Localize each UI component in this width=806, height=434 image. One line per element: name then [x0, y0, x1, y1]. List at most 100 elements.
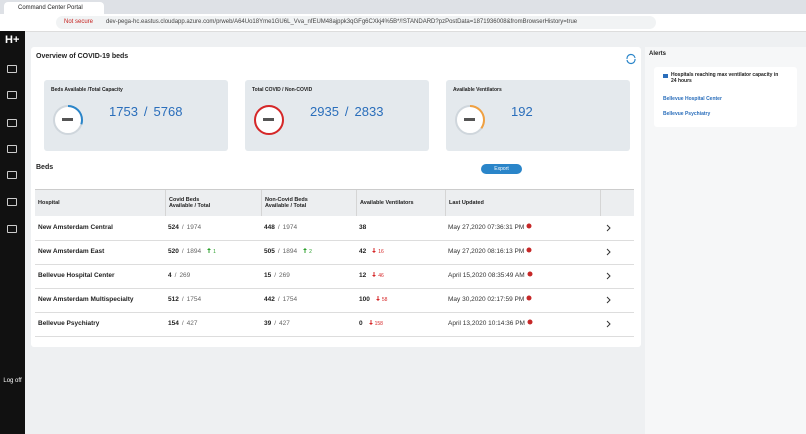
change: 16 [372, 248, 384, 255]
nav-icon[interactable] [7, 171, 17, 179]
hospital-name: New Amsterdam East [38, 248, 105, 255]
alert-icon [663, 74, 668, 78]
card-label: Available Ventilators [453, 87, 502, 93]
nav-icon[interactable] [7, 225, 17, 233]
card-label: Beds Available /Total Capacity [51, 87, 123, 93]
nav-icon[interactable] [7, 91, 17, 99]
card-value: 192 [508, 104, 536, 119]
available: 442 [264, 296, 275, 303]
separator: / [277, 248, 280, 255]
bed-count: 15/269 [264, 264, 290, 288]
nav-icon[interactable] [7, 198, 17, 206]
tab-bar: Command Center Portal [0, 0, 806, 14]
table-row[interactable]: New Amsterdam Central 524/1974 448/1974 38 M… [35, 216, 634, 241]
nav-icon[interactable] [7, 65, 17, 73]
arrow [303, 248, 308, 253]
export-button[interactable]: Export [481, 164, 522, 174]
card-value: 1753 / 5768 [106, 104, 185, 119]
available: 520 [168, 248, 179, 255]
row-chevron[interactable] [606, 320, 612, 328]
stat-number: 5768 [153, 104, 183, 119]
nav-icon[interactable] [7, 119, 17, 127]
change-arrow [372, 248, 377, 253]
ventilator-count: 0 [359, 320, 363, 327]
separator: / [274, 320, 277, 327]
bed-icon [62, 118, 73, 121]
bed-count: 524/1974 [168, 216, 201, 240]
panel-title: Alerts [649, 51, 667, 57]
available: 4 [168, 272, 172, 279]
date: May 27,2020 07:36:31 PM [448, 224, 525, 231]
stat-card: Beds Available /Total Capacity 1753 / 5768 [44, 80, 228, 151]
header-line: Non-Covid Beds [265, 197, 308, 203]
card-value: 2935 / 2833 [307, 104, 386, 119]
total: 427 [186, 320, 198, 327]
date: April 13,2020 10:14:36 PM [448, 320, 525, 327]
logo[interactable]: H+ [5, 34, 20, 46]
last-updated: May 30,2020 02:17:59 PM [448, 288, 532, 312]
total: 1754 [186, 296, 202, 303]
refresh-icon[interactable] [625, 53, 637, 65]
table-row[interactable]: New Amsterdam East 520/1894 1 505/1894 2 42 16… [35, 240, 634, 265]
status-dot [527, 271, 533, 277]
column-header: Non-Covid Beds Available / Total [261, 190, 356, 216]
date: May 30,2020 02:17:59 PM [448, 296, 525, 303]
row-chevron[interactable] [606, 272, 612, 280]
ventilator-count: 100 [359, 296, 370, 303]
status-dot [526, 247, 532, 253]
bed-count: 505/1894 2 [264, 240, 312, 264]
alert-link[interactable]: Bellevue Hospital Center [663, 96, 722, 102]
separator: / [277, 296, 280, 303]
change-value: 46 [378, 273, 384, 279]
omnibox[interactable]: Not secure dev-pega-hc.eastus.cloudapp.a… [56, 16, 656, 29]
row-chevron[interactable] [606, 296, 612, 304]
stat-number: 1753 [109, 104, 138, 119]
separator: / [174, 272, 177, 279]
ventilator-count: 38 [359, 224, 367, 231]
table-row[interactable]: Bellevue Psychiatry 154/427 39/427 0 158 Apri… [35, 312, 634, 337]
row-chevron[interactable] [606, 224, 612, 232]
row-chevron[interactable] [606, 248, 612, 256]
bed-count: 154/427 [168, 312, 198, 336]
ring-icon [53, 105, 83, 135]
change-arrow [207, 248, 212, 253]
change-arrow [303, 248, 308, 253]
arrow [207, 248, 212, 253]
available: 505 [264, 248, 275, 255]
available: 448 [264, 224, 275, 231]
separator: / [344, 104, 349, 119]
date: April 15,2020 08:35:49 AM [448, 272, 525, 279]
table-row[interactable]: Bellevue Hospital Center 4/269 15/269 12 46 A… [35, 264, 634, 289]
bed-icon [263, 118, 274, 121]
section-title: Beds [36, 164, 54, 171]
logout[interactable]: Log off [3, 378, 22, 384]
separator: / [274, 272, 277, 279]
change-arrow [368, 320, 373, 325]
browser-tab[interactable]: Command Center Portal [4, 2, 104, 14]
alert-text: Hospitals reaching max ventilator capaci… [671, 72, 779, 84]
last-updated: April 15,2020 08:35:49 AM [448, 264, 533, 288]
total: 269 [279, 272, 290, 279]
header-line: Covid Beds [169, 197, 200, 203]
separator: / [181, 320, 184, 327]
chevron [606, 320, 611, 328]
ventilators: 38 [359, 216, 366, 240]
header-line: Last Updated [449, 200, 484, 206]
available: 154 [168, 320, 179, 327]
change: 46 [372, 272, 384, 279]
nav-icon[interactable] [7, 145, 17, 153]
total: 1894 [186, 248, 202, 255]
chevron [606, 224, 611, 232]
address-bar: Not secure dev-pega-hc.eastus.cloudapp.a… [0, 14, 806, 32]
ring-arc [53, 105, 83, 135]
change-value: 1 [213, 249, 216, 255]
arrow [372, 248, 377, 253]
bed-icon [464, 118, 475, 121]
change-value: 158 [374, 321, 383, 327]
table-row[interactable]: New Amsterdam Multispecialty 512/1754 442/… [35, 288, 634, 313]
header-line: Available Ventilators [360, 200, 414, 206]
header-line: Hospital [38, 200, 60, 206]
status-dot [526, 223, 532, 229]
alert-link[interactable]: Bellevue Psychiatry [663, 111, 711, 117]
